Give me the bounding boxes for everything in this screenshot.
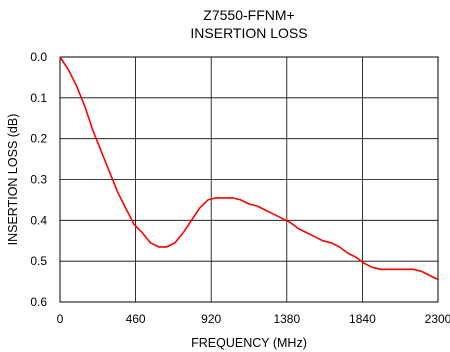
y-tick-label: 0.4 xyxy=(30,213,47,227)
y-tick-label: 0.0 xyxy=(30,50,47,64)
chart-title: Z7550-FFNM+ xyxy=(203,7,295,23)
plot-frame xyxy=(59,56,439,303)
y-tick-labels: 0.0 0.1 0.2 0.3 0.4 0.5 0.6 xyxy=(30,50,47,309)
y-tick-label: 0.1 xyxy=(30,91,47,105)
y-tick-label: 0.6 xyxy=(30,295,47,309)
x-tick-label: 1840 xyxy=(349,312,376,326)
series-line xyxy=(59,56,439,281)
chart-subtitle: INSERTION LOSS xyxy=(190,25,308,41)
grid-lines xyxy=(59,56,439,303)
x-tick-label: 1380 xyxy=(273,312,300,326)
x-tick-label: 460 xyxy=(126,312,146,326)
x-tick-labels: 0 460 920 1380 1840 2300 xyxy=(57,312,450,326)
y-tick-label: 0.3 xyxy=(30,173,47,187)
x-axis-label: FREQUENCY (MHz) xyxy=(191,336,307,350)
x-tick-label: 920 xyxy=(201,312,221,326)
y-tick-label: 0.5 xyxy=(30,254,47,268)
x-tick-label: 0 xyxy=(57,312,64,326)
x-tick-label: 2300 xyxy=(425,312,450,326)
y-axis-label: INSERTION LOSS (dB) xyxy=(6,114,20,246)
y-tick-label: 0.2 xyxy=(30,132,47,146)
